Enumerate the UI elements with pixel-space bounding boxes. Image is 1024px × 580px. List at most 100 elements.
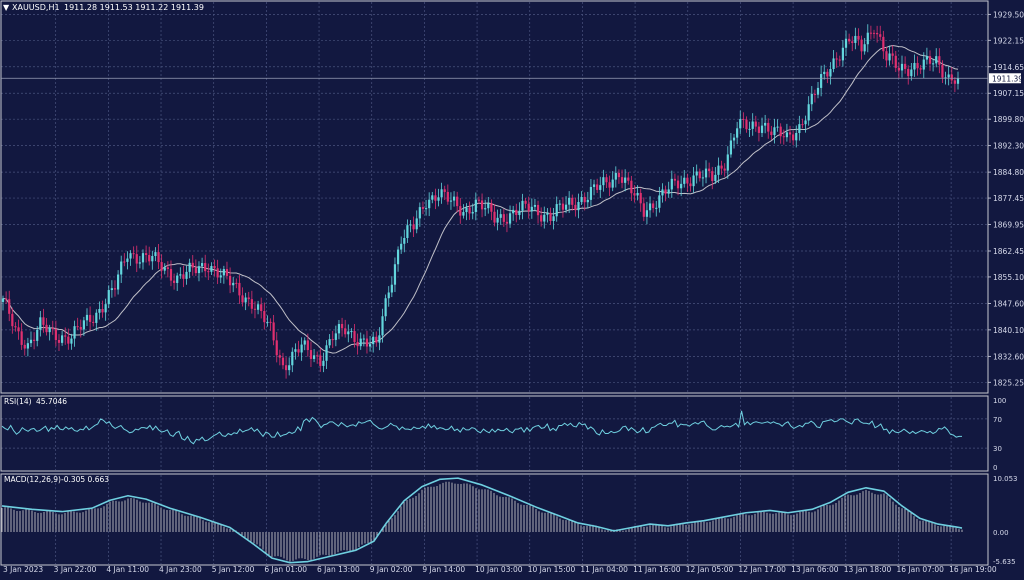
candle-body <box>54 329 57 340</box>
candle-body <box>785 132 789 138</box>
candle-body <box>14 326 17 328</box>
price-tick-label: 1832.60 <box>993 352 1024 361</box>
candle-body <box>437 197 440 201</box>
candle-body <box>39 317 42 330</box>
candle-body <box>61 335 64 343</box>
candle-body <box>869 32 872 34</box>
candle-body <box>680 183 683 189</box>
candle-body <box>602 177 605 186</box>
candle-body <box>521 200 524 211</box>
candle-body <box>235 282 238 284</box>
candle-body <box>406 225 409 238</box>
candle-body <box>132 253 135 255</box>
date-axis-label: 11 Jan 16:00 <box>633 565 681 574</box>
candle-body <box>26 343 29 349</box>
candle-body <box>412 224 415 230</box>
candle-body <box>941 64 944 78</box>
candle-body <box>655 207 658 209</box>
candle-body <box>751 121 754 129</box>
candle-body <box>272 322 275 341</box>
candle-body <box>882 36 885 52</box>
candle-body <box>673 178 677 181</box>
macd-values: -0.305 0.663 <box>61 475 109 484</box>
candle-body <box>561 203 565 210</box>
candle-body <box>48 328 51 333</box>
date-axis-label: 6 Jan 01:00 <box>264 565 307 574</box>
candle-body <box>334 333 337 340</box>
date-axis-label: 4 Jan 11:00 <box>106 565 149 574</box>
candle-body <box>788 132 792 135</box>
symbol-menu-icon[interactable]: ▼ <box>3 3 10 12</box>
candle-body <box>935 56 938 64</box>
candle-body <box>67 336 70 344</box>
candle-body <box>829 69 832 77</box>
ohlc-readout: 1911.28 1911.53 1911.22 1911.39 <box>64 3 204 12</box>
candle-body <box>57 339 61 343</box>
candle-body <box>284 365 288 371</box>
symbol-label: XAUUSD,H1 <box>12 3 60 12</box>
candle-body <box>365 338 369 347</box>
candle-body <box>540 215 543 222</box>
candle-body <box>92 321 95 323</box>
candle-body <box>303 340 306 345</box>
candle-body <box>477 199 481 201</box>
candle-body <box>253 308 257 310</box>
candle-body <box>151 256 154 262</box>
candle-body <box>515 209 518 216</box>
candle-body <box>462 212 465 216</box>
candle-body <box>642 203 645 217</box>
date-axis-label: 10 Jan 03:00 <box>475 565 523 574</box>
candle-body <box>372 336 375 345</box>
candle-body <box>533 204 537 207</box>
candle-body <box>580 196 583 202</box>
candle-body <box>347 331 350 335</box>
candle-body <box>95 312 98 323</box>
candle-body <box>222 269 225 276</box>
candle-body <box>278 355 281 358</box>
candle-body <box>947 74 950 78</box>
rsi-title: RSI(14) <box>4 397 32 406</box>
date-axis-label: 12 Jan 17:00 <box>738 565 786 574</box>
rsi-layer <box>1 410 962 445</box>
candle-body <box>418 207 421 219</box>
candles-layer <box>1 24 960 379</box>
candle-body <box>922 59 925 70</box>
candle-body <box>166 267 169 269</box>
candle-body <box>633 193 636 196</box>
price-tick-label: 1929.50 <box>993 10 1024 19</box>
candle-body <box>449 200 453 202</box>
candle-body <box>487 203 490 209</box>
candle-body <box>496 217 499 223</box>
candle-body <box>82 320 85 330</box>
candle-body <box>779 126 782 137</box>
candle-body <box>508 213 512 224</box>
candle-body <box>614 172 617 180</box>
candle-body <box>720 165 723 169</box>
candle-body <box>120 261 123 275</box>
candle-body <box>499 214 502 218</box>
candle-body <box>309 350 313 359</box>
candle-body <box>269 321 272 323</box>
candle-body <box>885 51 888 61</box>
candle-body <box>536 204 540 216</box>
candle-body <box>459 206 462 216</box>
candle-body <box>925 56 928 60</box>
candle-body <box>123 261 126 263</box>
candle-body <box>891 53 894 56</box>
candle-body <box>860 39 863 52</box>
candle-body <box>524 200 527 204</box>
candle-body <box>835 58 838 60</box>
candle-body <box>424 208 428 210</box>
price-tick-label: 1847.60 <box>993 299 1024 308</box>
candle-body <box>182 274 185 279</box>
candle-body <box>795 132 798 141</box>
rsi-level-label: 100 <box>993 397 1006 405</box>
candle-body <box>440 189 443 198</box>
candle-body <box>577 201 580 211</box>
candle-body <box>403 237 406 244</box>
candle-body <box>356 341 359 347</box>
candle-body <box>502 214 505 222</box>
candle-body <box>910 69 913 77</box>
